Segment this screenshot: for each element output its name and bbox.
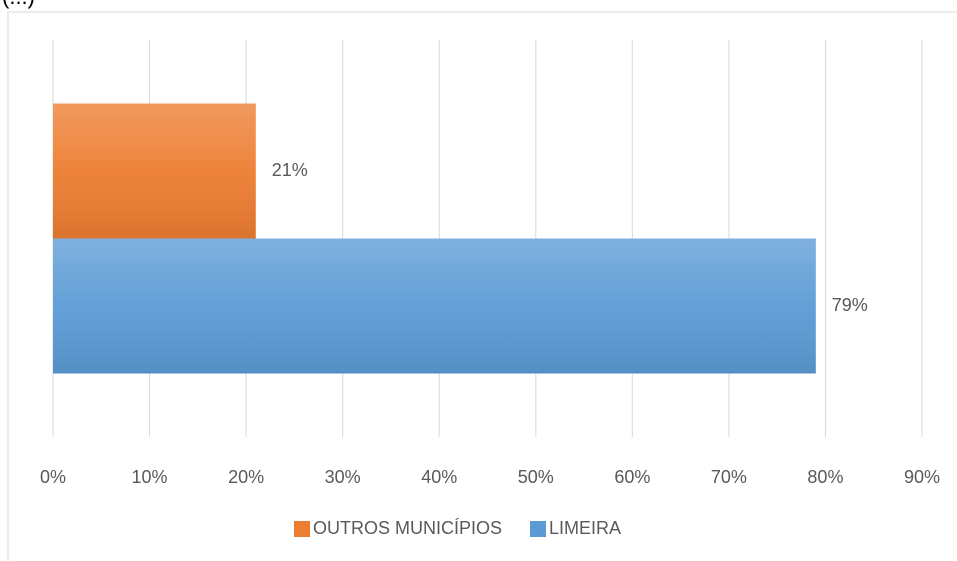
x-tick-label: 50% [518,467,554,487]
data-label: 79% [832,295,868,315]
chart-frame [7,11,957,561]
x-tick-label: 10% [132,467,168,487]
x-tick-label: 40% [421,467,457,487]
x-tick-label: 90% [904,467,940,487]
x-tick-label: 80% [807,467,843,487]
x-tick-label: 60% [614,467,650,487]
bar [53,238,816,374]
legend-swatch [530,521,547,537]
x-tick-label: 0% [40,467,66,487]
x-tick-label: 30% [325,467,361,487]
legend-swatch [294,521,310,537]
bar [53,103,256,239]
data-label: 21% [272,160,308,180]
legend-label: OUTROS MUNICÍPIOS [313,518,502,538]
legend-label: LIMEIRA [549,518,621,538]
x-tick-label: 70% [711,467,747,487]
x-tick-label: 20% [228,467,264,487]
annotation: (...) [2,0,35,9]
